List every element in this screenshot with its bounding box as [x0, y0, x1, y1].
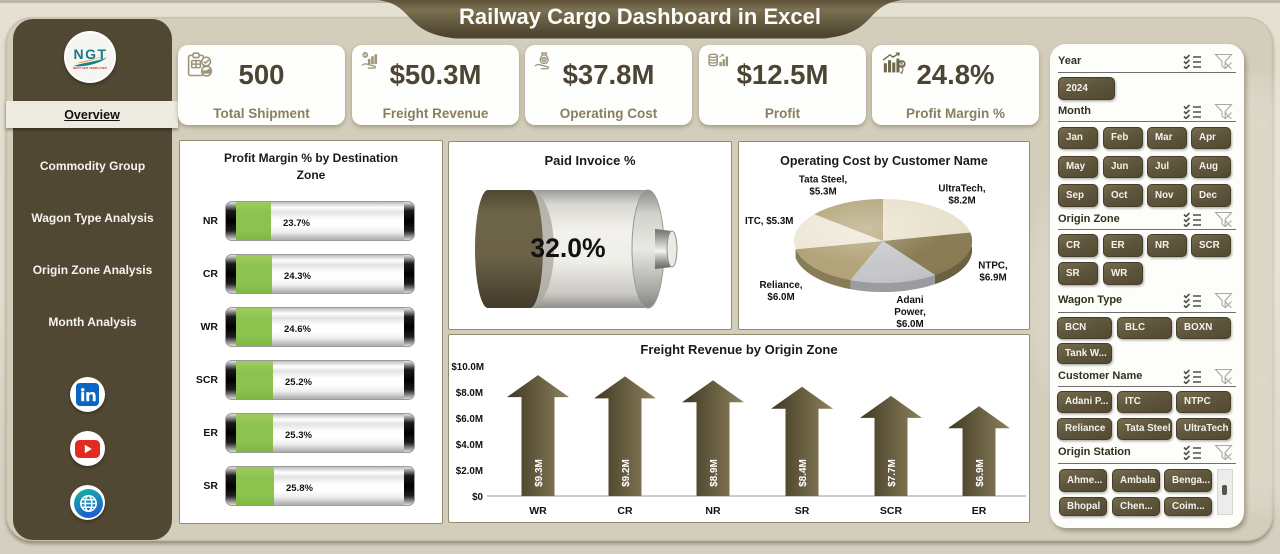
svg-text:$8.2M: $8.2M [948, 196, 975, 207]
svg-text:$7.7M: $7.7M [887, 459, 898, 487]
svg-text:Tata Steel,: Tata Steel, [799, 175, 848, 186]
svg-text:SCR: SCR [880, 505, 903, 517]
svg-text:$: $ [543, 57, 546, 62]
svg-text:$10.0M: $10.0M [451, 362, 484, 373]
svg-text:Adani: Adani [896, 295, 923, 306]
svg-text:WR: WR [529, 505, 547, 517]
svg-text:UltraTech,: UltraTech, [938, 184, 985, 195]
svg-text:CR: CR [617, 505, 633, 517]
svg-text:$8.9M: $8.9M [709, 459, 720, 487]
svg-text:NR: NR [705, 505, 721, 517]
svg-text:$6.9M: $6.9M [975, 459, 986, 487]
svg-text:$8.0M: $8.0M [456, 388, 483, 399]
svg-text:NGT: NGT [73, 46, 107, 62]
svg-text:$8.4M: $8.4M [798, 459, 809, 487]
svg-text:Reliance,: Reliance, [759, 280, 802, 291]
svg-text:NEXT GEN TEMPLATES: NEXT GEN TEMPLATES [73, 66, 107, 70]
svg-text:$0: $0 [472, 492, 483, 503]
svg-text:32.0%: 32.0% [530, 233, 605, 263]
svg-text:$2.0M: $2.0M [456, 466, 483, 477]
svg-text:$6.0M: $6.0M [456, 414, 483, 425]
svg-text:$6.0M: $6.0M [896, 319, 923, 330]
svg-text:ER: ER [972, 505, 987, 517]
svg-text:SR: SR [795, 505, 810, 517]
svg-text:$6.0M: $6.0M [767, 292, 794, 303]
svg-text:$5.3M: $5.3M [809, 187, 836, 198]
svg-text:NTPC,: NTPC, [978, 261, 1008, 272]
svg-text:$: $ [364, 53, 367, 58]
svg-text:$9.2M: $9.2M [621, 459, 632, 487]
svg-text:$: $ [900, 61, 904, 68]
svg-text:Power,: Power, [894, 307, 926, 318]
svg-text:ITC, $5.3M: ITC, $5.3M [745, 216, 793, 227]
svg-text:$6.9M: $6.9M [979, 273, 1006, 284]
svg-text:$4.0M: $4.0M [456, 440, 483, 451]
svg-text:$9.3M: $9.3M [534, 459, 545, 487]
